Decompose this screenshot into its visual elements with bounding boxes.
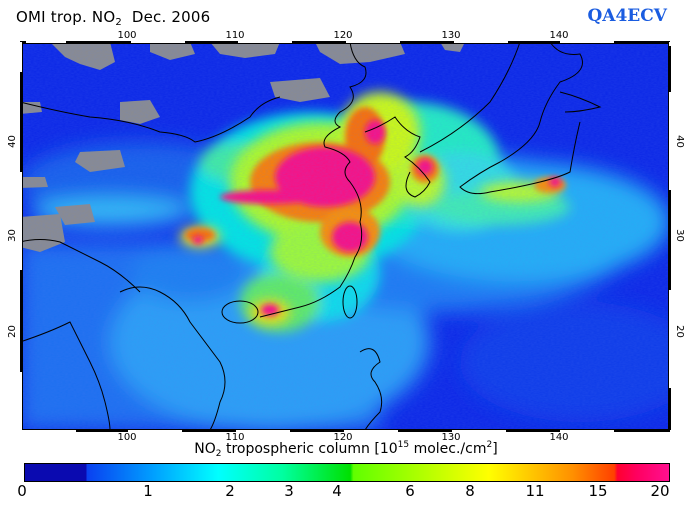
- title-prefix: OMI trop. NO: [16, 8, 116, 26]
- colorbar-label: NO2 tropospheric column [1015 molec./cm2…: [0, 440, 692, 459]
- map-border-bottom: [20, 429, 670, 432]
- colorbar-label-sub: 2: [215, 449, 222, 459]
- lon-tick-bottom: 110: [225, 432, 245, 443]
- colorbar-tick: 4: [332, 482, 342, 500]
- map-raster: [20, 42, 670, 430]
- colorbar-tick: 2: [225, 482, 235, 500]
- lon-tick-bottom: 100: [117, 432, 137, 443]
- colorbar-tick: 8: [465, 482, 475, 500]
- lon-tick-top: 120: [333, 30, 353, 41]
- lon-tick-top: 130: [441, 30, 461, 41]
- colorbar-label-prefix: NO: [194, 441, 216, 457]
- lat-tick-right: 20: [673, 325, 685, 338]
- colorbar-tick: 11: [525, 482, 545, 500]
- lon-tick-top: 100: [117, 30, 137, 41]
- colorbar-tick: 0: [17, 482, 27, 500]
- colorbar-label-exp: 15: [397, 440, 410, 450]
- map-border-top: [20, 41, 670, 44]
- colorbar-tick: 1: [143, 482, 153, 500]
- brand-logo: QA4ECV: [587, 6, 667, 26]
- colorbar-tick: 6: [405, 482, 415, 500]
- colorbar-label-unit: molec./cm: [409, 441, 487, 457]
- coastlines: [20, 42, 602, 430]
- colorbar: [24, 463, 670, 482]
- no2-map: [20, 42, 670, 430]
- colorbar-tick: 3: [284, 482, 294, 500]
- colorbar-label-exp2: 2: [486, 440, 493, 450]
- colorbar-label-mid: tropospheric column [10: [221, 441, 398, 457]
- colorbar-tick: 15: [588, 482, 608, 500]
- title-subscript: 2: [115, 17, 122, 28]
- lon-tick-bottom: 140: [549, 432, 569, 443]
- lon-tick-bottom: 130: [441, 432, 461, 443]
- lon-tick-bottom: 120: [333, 432, 353, 443]
- lon-tick-top: 140: [549, 30, 569, 41]
- lat-tick-right: 40: [673, 135, 685, 148]
- lon-tick-top: 110: [225, 30, 245, 41]
- map-border-left: [20, 42, 23, 430]
- map-border-right: [668, 42, 671, 430]
- colorbar-label-end: ]: [492, 441, 498, 457]
- lat-tick-left: 40: [6, 135, 18, 148]
- map-title: OMI trop. NO2 Dec. 2006: [16, 8, 210, 28]
- lat-tick-right: 30: [673, 229, 685, 242]
- lat-tick-left: 30: [6, 229, 18, 242]
- title-suffix: Dec. 2006: [121, 8, 211, 26]
- lat-tick-left: 20: [6, 325, 18, 338]
- colorbar-tick: 20: [650, 482, 670, 500]
